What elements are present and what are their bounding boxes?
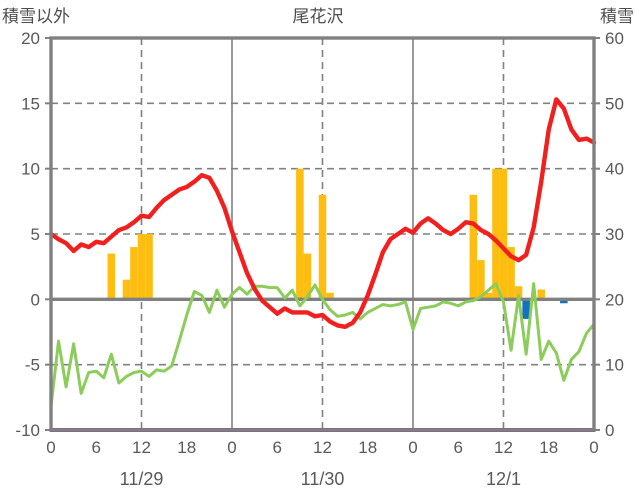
chart-title: 尾花沢	[292, 7, 344, 26]
bar	[469, 194, 478, 300]
bar	[326, 292, 334, 300]
x-tick-label: 0	[589, 438, 598, 457]
day-label: 12/1	[486, 469, 521, 489]
right-axis-ticklabels: 60 50 40 30 20 10 0	[605, 29, 624, 440]
temperature-line	[48, 97, 597, 329]
bar	[137, 234, 146, 300]
right-tick-label: 20	[605, 290, 624, 309]
bar	[318, 194, 327, 300]
x-tick-label: 0	[408, 438, 417, 457]
day-labels: 11/29 11/30 12/1	[120, 469, 521, 489]
bar	[560, 299, 568, 304]
left-axis-ticklabels: 20 15 10 5 0 -5 -10	[15, 29, 40, 440]
bar	[499, 168, 508, 300]
right-tick-label: 60	[605, 29, 624, 48]
wind-line	[49, 282, 596, 408]
axis-frame	[45, 36, 600, 432]
bar	[477, 260, 485, 300]
bar	[107, 253, 116, 300]
bar	[484, 292, 493, 300]
left-tick-label: -5	[25, 356, 40, 375]
x-tick-label: 6	[454, 438, 463, 457]
bar	[507, 247, 515, 300]
bar	[522, 299, 530, 319]
right-tick-label: 0	[605, 421, 614, 440]
right-axis-title: 積雪	[600, 7, 634, 26]
bar	[303, 253, 312, 300]
bar	[145, 234, 153, 300]
x-tick-label: 12	[132, 438, 151, 457]
x-tick-label: 0	[227, 438, 236, 457]
snow-bars	[522, 299, 568, 319]
bar	[514, 286, 523, 300]
left-tick-label: 20	[21, 29, 40, 48]
x-tick-label: 6	[92, 438, 101, 457]
x-tick-label: 12	[313, 438, 332, 457]
right-tick-label: 10	[605, 356, 624, 375]
day-label: 11/29	[120, 469, 164, 489]
right-tick-label: 50	[605, 94, 624, 113]
x-tick-label: 18	[358, 438, 377, 457]
x-tick-label: 18	[539, 438, 558, 457]
x-tick-label: 6	[273, 438, 282, 457]
bar	[122, 279, 131, 300]
bar	[296, 168, 304, 300]
x-tick-label: 12	[494, 438, 513, 457]
bar	[492, 168, 500, 300]
left-axis-title: 積雪以外	[2, 7, 70, 26]
bar	[130, 247, 138, 300]
right-tick-label: 30	[605, 225, 624, 244]
left-tick-label: -10	[15, 421, 40, 440]
day-label: 11/30	[301, 469, 345, 489]
precipitation-bars	[107, 168, 545, 300]
x-tick-label: 0	[46, 438, 55, 457]
bar	[537, 289, 545, 300]
left-tick-label: 0	[31, 290, 40, 309]
left-tick-label: 5	[31, 225, 40, 244]
x-axis-ticklabels: 0 6 12 18 0 6 12 18 0 6 12 18 0	[46, 438, 598, 457]
left-tick-label: 15	[21, 94, 40, 113]
right-tick-label: 40	[605, 160, 624, 179]
x-tick-label: 18	[177, 438, 196, 457]
left-tick-label: 10	[21, 160, 40, 179]
